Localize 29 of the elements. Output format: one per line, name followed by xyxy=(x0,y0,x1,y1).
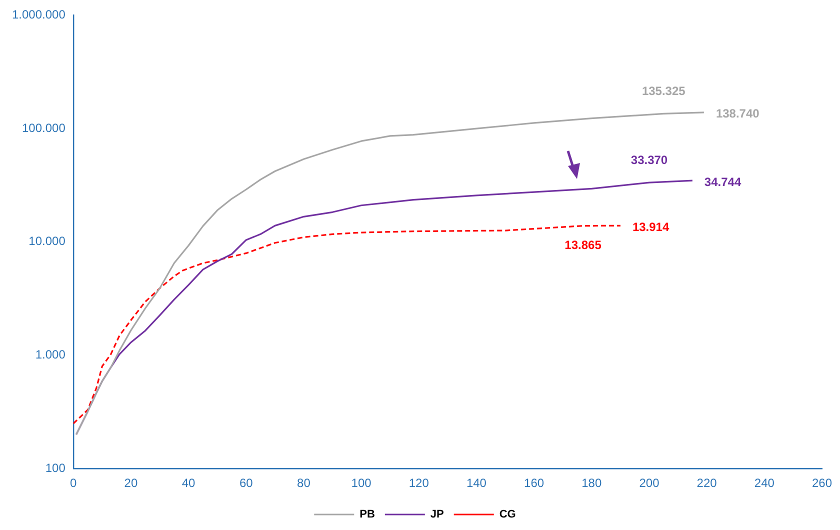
y-tick-label: 1.000.000 xyxy=(12,8,66,22)
x-tick-label: 180 xyxy=(582,476,602,490)
annotation: 33.370 xyxy=(630,152,668,167)
x-tick-label: 0 xyxy=(70,476,78,490)
legend-label: JP xyxy=(430,508,444,521)
x-tick-label: 140 xyxy=(466,476,487,490)
y-tick-label: 100.000 xyxy=(22,120,66,135)
y-tick-label: 10.000 xyxy=(28,234,66,248)
y-tick-label: 1.000 xyxy=(35,348,66,362)
x-tick-label: 80 xyxy=(297,476,311,490)
annotation: 13.865 xyxy=(564,238,602,252)
legend-label: CG xyxy=(499,508,516,521)
x-tick-label: 100 xyxy=(351,476,372,490)
y-tick-label: 100 xyxy=(45,460,66,475)
x-tick-label: 240 xyxy=(754,476,775,490)
x-tick-label: 40 xyxy=(182,476,196,490)
x-tick-label: 220 xyxy=(696,476,718,490)
x-tick-label: 20 xyxy=(124,476,138,490)
x-tick-label: 160 xyxy=(524,476,544,490)
x-tick-label: 200 xyxy=(639,476,660,490)
annotation: 13.914 xyxy=(632,220,670,234)
annotation: 138.740 xyxy=(716,106,760,121)
x-tick-label: 260 xyxy=(812,476,832,490)
x-tick-label: 120 xyxy=(408,476,430,490)
line-series xyxy=(73,224,622,424)
annotation: 135.325 xyxy=(642,84,686,98)
x-tick-label: 60 xyxy=(239,476,254,490)
legend-label: PB xyxy=(360,508,375,521)
annotation: 34.744 xyxy=(704,174,742,189)
